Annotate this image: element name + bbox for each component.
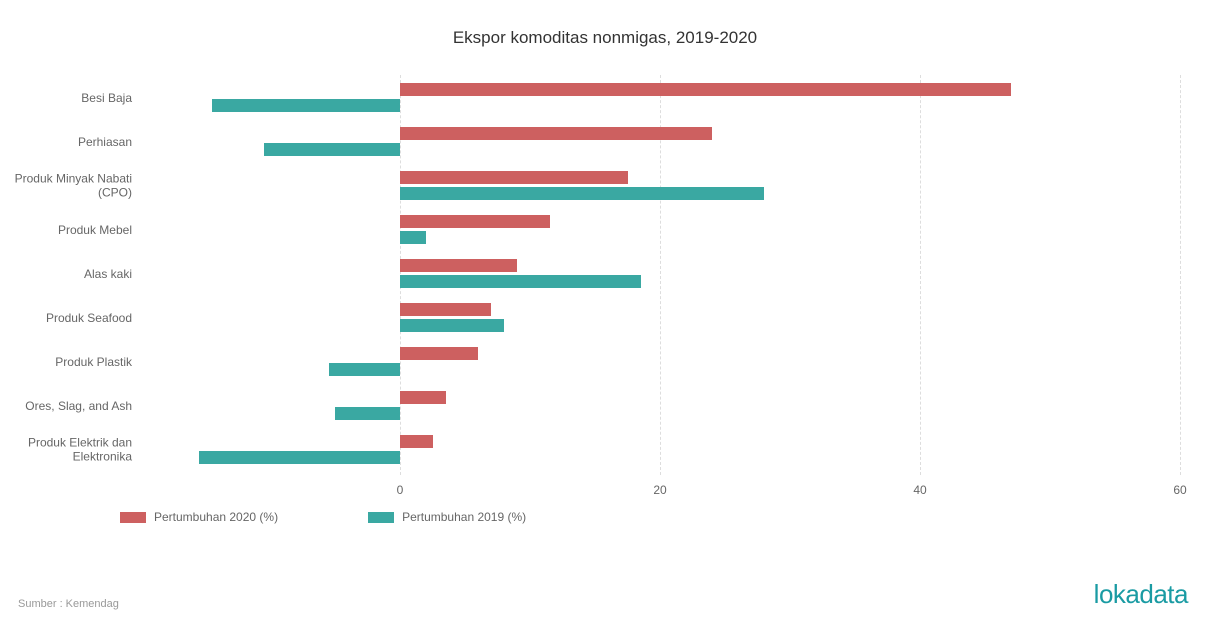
bar-v2019 [335,407,400,420]
chart-title: Ekspor komoditas nonmigas, 2019-2020 [0,0,1210,48]
y-axis-label: Perhiasan [12,134,132,148]
legend-swatch-2020 [120,512,146,523]
y-axis-label: Produk Plastik [12,354,132,368]
x-tick: 60 [1173,483,1186,497]
legend-item-2019: Pertumbuhan 2019 (%) [368,510,526,524]
legend-swatch-2019 [368,512,394,523]
bar-v2019 [264,143,401,156]
legend: Pertumbuhan 2020 (%) Pertumbuhan 2019 (%… [120,510,526,524]
bar-v2020 [400,391,446,404]
bar-v2019 [400,187,764,200]
chart-container: Ekspor komoditas nonmigas, 2019-2020 020… [0,0,1210,628]
bar-v2020 [400,347,478,360]
bar-v2019 [400,319,504,332]
y-axis-label: Produk Seafood [12,310,132,324]
bar-v2020 [400,127,712,140]
bar-v2020 [400,303,491,316]
gridline [920,75,921,475]
bar-v2020 [400,83,1011,96]
x-tick: 0 [397,483,404,497]
y-axis-label: Alas kaki [12,266,132,280]
brand-logo: lokadata [1094,579,1188,610]
bar-v2020 [400,435,433,448]
y-axis-label: Produk Minyak Nabati (CPO) [12,171,132,200]
legend-label-2020: Pertumbuhan 2020 (%) [154,510,278,524]
bar-v2019 [400,275,641,288]
plot-area: 0204060 [140,75,1180,475]
bar-v2019 [199,451,401,464]
x-tick: 20 [653,483,666,497]
bar-v2020 [400,171,628,184]
bar-v2019 [212,99,401,112]
bar-v2019 [329,363,401,376]
gridline [1180,75,1181,475]
y-axis-label: Produk Elektrik dan Elektronika [12,435,132,464]
bar-v2019 [400,231,426,244]
bar-v2020 [400,259,517,272]
legend-item-2020: Pertumbuhan 2020 (%) [120,510,278,524]
y-axis-label: Besi Baja [12,90,132,104]
x-tick: 40 [913,483,926,497]
y-axis-label: Produk Mebel [12,222,132,236]
legend-label-2019: Pertumbuhan 2019 (%) [402,510,526,524]
y-axis-label: Ores, Slag, and Ash [12,398,132,412]
source-text: Sumber : Kemendag [18,598,119,610]
bar-v2020 [400,215,550,228]
